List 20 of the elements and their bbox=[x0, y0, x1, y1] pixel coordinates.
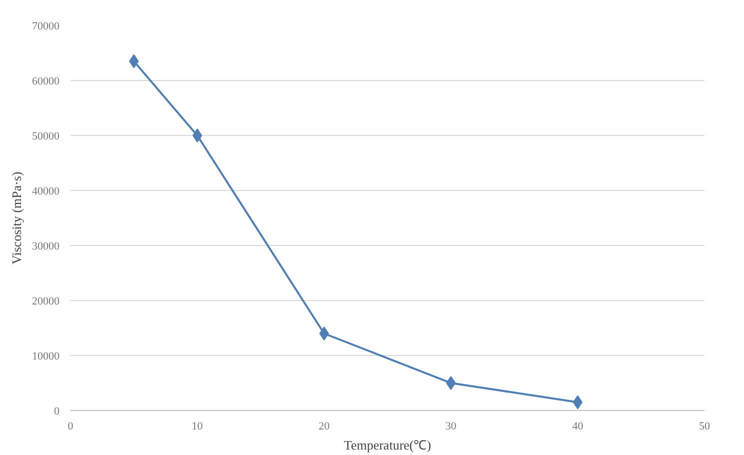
x-axis-title: Temperature(℃) bbox=[344, 438, 432, 452]
x-tick-label: 50 bbox=[699, 420, 710, 432]
x-tick-label: 20 bbox=[318, 420, 330, 432]
y-tick-label: 0 bbox=[54, 406, 60, 418]
point bbox=[319, 326, 329, 340]
x-tick-label: 0 bbox=[68, 420, 74, 432]
point bbox=[446, 376, 456, 390]
y-tick-label: 10000 bbox=[32, 350, 60, 362]
point bbox=[572, 395, 583, 410]
y-tick-label: 20000 bbox=[32, 296, 60, 308]
y-tick-label: 70000 bbox=[32, 20, 60, 32]
x-tick-label: 10 bbox=[192, 420, 204, 432]
y-tick-label: 40000 bbox=[32, 186, 60, 198]
y-axis-title: Viscosity (mPa·s) bbox=[9, 172, 24, 264]
y-tick-label: 30000 bbox=[32, 240, 60, 252]
point bbox=[192, 128, 202, 142]
y-tick-label: 60000 bbox=[32, 76, 60, 88]
x-tick-label: 30 bbox=[445, 420, 457, 432]
y-tick-label: 50000 bbox=[32, 130, 60, 142]
x-tick-label: 40 bbox=[572, 420, 584, 432]
